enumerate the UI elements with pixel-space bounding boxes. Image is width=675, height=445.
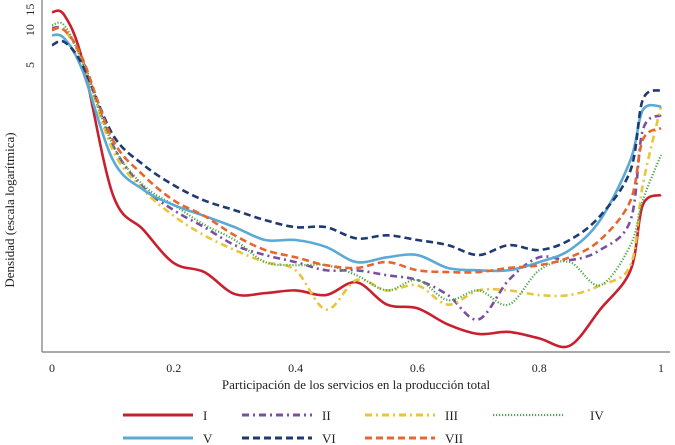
- legend-label-VII: VII: [445, 431, 463, 445]
- legend-label-II: II: [322, 408, 331, 423]
- series-line-III: [51, 26, 663, 311]
- x-tick-labels: 0 0.2 0.4 0.6 0.8 1: [49, 361, 664, 375]
- x-axis-label: Participación de los servicios en la pro…: [222, 377, 491, 392]
- y-tick-labels: 5 10 15: [23, 4, 37, 68]
- legend-label-V: V: [203, 431, 213, 445]
- legend-label-IV: IV: [590, 408, 604, 423]
- x-tick-label: 0.4: [288, 361, 303, 375]
- legend: I II III IVV VI VII: [123, 408, 604, 445]
- series-line-II: [51, 25, 662, 321]
- legend-label-VI: VI: [322, 431, 336, 445]
- legend-label-I: I: [203, 408, 207, 423]
- y-tick-label: 15: [23, 4, 37, 16]
- x-tick-label: 0.8: [532, 361, 547, 375]
- y-tick-label: 5: [23, 62, 37, 68]
- series-line-VI: [51, 39, 662, 257]
- y-tick-label: 10: [23, 24, 37, 36]
- series-line-I: [51, 9, 662, 349]
- x-tick-label: 0.2: [166, 361, 181, 375]
- series-layer: [51, 9, 663, 349]
- x-tick-label: 0: [49, 361, 55, 375]
- x-tick-label: 0.6: [410, 361, 425, 375]
- legend-label-III: III: [445, 408, 458, 423]
- y-axis-label: Densidad (escala logarítmica): [2, 132, 17, 287]
- x-tick-label: 1: [658, 361, 664, 375]
- series-line-IV: [51, 21, 663, 307]
- series-line-VII: [51, 26, 662, 274]
- series-line-V: [51, 33, 662, 273]
